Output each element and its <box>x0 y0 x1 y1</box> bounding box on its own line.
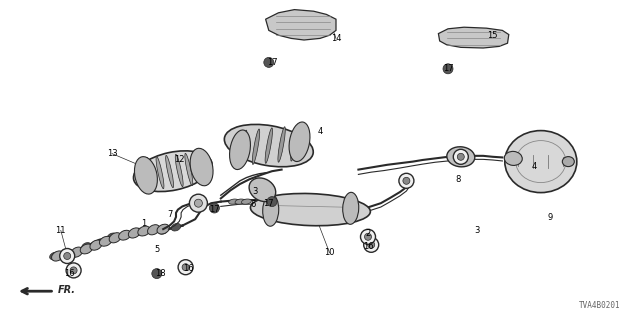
Circle shape <box>458 153 464 160</box>
Text: 6: 6 <box>250 200 255 209</box>
Text: 14: 14 <box>331 34 341 43</box>
Ellipse shape <box>71 247 83 257</box>
Ellipse shape <box>134 151 212 192</box>
Ellipse shape <box>175 154 183 187</box>
Text: 8: 8 <box>455 175 460 184</box>
Ellipse shape <box>505 131 577 193</box>
Text: 17: 17 <box>267 58 277 67</box>
Ellipse shape <box>190 148 213 186</box>
Ellipse shape <box>82 243 91 250</box>
Ellipse shape <box>90 240 102 250</box>
Circle shape <box>189 194 207 212</box>
Ellipse shape <box>148 225 159 235</box>
Ellipse shape <box>118 230 131 240</box>
Text: 4: 4 <box>532 162 537 171</box>
Text: 17: 17 <box>209 205 220 214</box>
Text: 1: 1 <box>141 220 147 228</box>
Text: 11: 11 <box>56 226 66 235</box>
Text: 9: 9 <box>548 213 553 222</box>
Text: 10: 10 <box>324 248 335 257</box>
Ellipse shape <box>278 127 285 162</box>
Ellipse shape <box>138 226 150 236</box>
Ellipse shape <box>166 156 173 188</box>
Ellipse shape <box>235 199 245 204</box>
Text: 18: 18 <box>155 269 165 278</box>
Text: TVA4B0201: TVA4B0201 <box>579 301 621 310</box>
Ellipse shape <box>147 157 154 190</box>
Circle shape <box>364 237 379 252</box>
Ellipse shape <box>108 233 116 241</box>
Circle shape <box>66 263 81 278</box>
Ellipse shape <box>129 228 140 238</box>
Ellipse shape <box>447 147 475 167</box>
Text: 12: 12 <box>174 156 184 164</box>
Circle shape <box>209 203 220 213</box>
Text: 15: 15 <box>488 31 498 40</box>
Ellipse shape <box>342 192 359 224</box>
Polygon shape <box>266 10 336 40</box>
Ellipse shape <box>225 124 313 167</box>
Text: 2: 2 <box>365 229 371 238</box>
Circle shape <box>264 57 274 68</box>
Text: 13: 13 <box>107 149 117 158</box>
Ellipse shape <box>133 228 142 236</box>
Ellipse shape <box>134 156 157 194</box>
Circle shape <box>178 260 193 275</box>
Text: 3: 3 <box>252 188 257 196</box>
Ellipse shape <box>239 130 247 165</box>
Text: 16: 16 <box>184 264 194 273</box>
Text: 17: 17 <box>264 199 274 208</box>
Circle shape <box>195 199 202 207</box>
Ellipse shape <box>195 152 202 185</box>
Ellipse shape <box>157 224 170 234</box>
Circle shape <box>453 149 468 164</box>
Ellipse shape <box>80 244 93 254</box>
Circle shape <box>70 267 77 274</box>
Ellipse shape <box>230 130 250 170</box>
Ellipse shape <box>228 199 239 204</box>
Ellipse shape <box>265 128 273 163</box>
Circle shape <box>443 64 453 74</box>
Circle shape <box>365 233 371 240</box>
Ellipse shape <box>109 233 121 243</box>
Ellipse shape <box>99 236 112 246</box>
Text: FR.: FR. <box>58 284 76 295</box>
Circle shape <box>368 241 374 248</box>
Ellipse shape <box>289 122 310 162</box>
Text: 16: 16 <box>64 269 74 278</box>
Circle shape <box>152 268 162 279</box>
Ellipse shape <box>504 151 522 165</box>
Ellipse shape <box>52 251 63 261</box>
Text: 5: 5 <box>154 245 159 254</box>
Ellipse shape <box>61 250 74 259</box>
Ellipse shape <box>262 194 279 226</box>
Circle shape <box>267 196 277 207</box>
Ellipse shape <box>172 223 180 231</box>
Circle shape <box>182 264 189 271</box>
Ellipse shape <box>249 178 276 202</box>
Circle shape <box>403 177 410 184</box>
Ellipse shape <box>250 194 371 226</box>
Ellipse shape <box>50 252 59 260</box>
Circle shape <box>360 229 376 244</box>
Text: 17: 17 <box>443 64 453 73</box>
Ellipse shape <box>241 199 252 204</box>
Polygon shape <box>438 27 509 48</box>
Text: 7: 7 <box>167 210 172 219</box>
Ellipse shape <box>156 156 164 189</box>
Circle shape <box>399 173 414 188</box>
Ellipse shape <box>252 129 260 164</box>
Ellipse shape <box>291 126 298 161</box>
Text: 16: 16 <box>363 242 373 251</box>
Ellipse shape <box>563 156 574 167</box>
Text: 3: 3 <box>474 226 479 235</box>
Circle shape <box>60 249 75 263</box>
Ellipse shape <box>159 227 168 234</box>
Circle shape <box>64 252 70 260</box>
Text: 4: 4 <box>317 127 323 136</box>
Ellipse shape <box>185 153 193 186</box>
